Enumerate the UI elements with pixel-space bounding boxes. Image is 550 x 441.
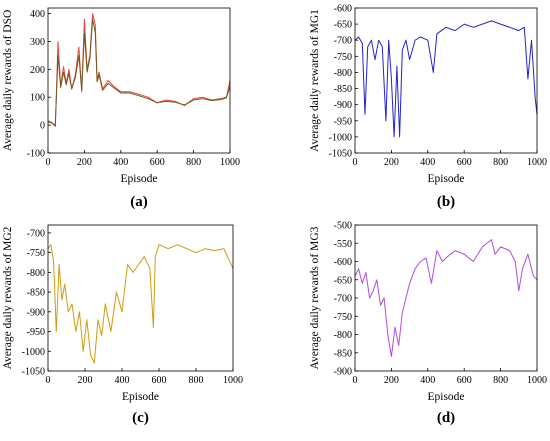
y-tick-label: 200 xyxy=(30,65,45,76)
y-tick-label: -900 xyxy=(334,367,352,378)
chart-panel-3: 0 200 400 600 800 1000 -1050 -1000 -950 -900 -850 -… xyxy=(2,224,243,426)
y-tick-label: 0 xyxy=(40,121,45,132)
series-line-1 xyxy=(47,13,231,127)
x-tick-label: 600 xyxy=(150,157,165,168)
y-tick-label: -950 xyxy=(27,327,45,338)
y-tick-label: -850 xyxy=(334,84,352,95)
y-tick-label: -850 xyxy=(334,348,352,359)
y-tick-label: -750 xyxy=(334,52,352,63)
x-tick-label: 800 xyxy=(186,157,201,168)
y-tick-label: -800 xyxy=(334,330,352,341)
x-tick-label: 400 xyxy=(420,157,435,168)
x-axis-label: Episode xyxy=(427,173,464,185)
y-tick-label: -1000 xyxy=(329,132,352,143)
panel-label: (b) xyxy=(437,194,455,210)
y-tick-label: 300 xyxy=(30,37,45,48)
x-tick-label: 800 xyxy=(493,375,508,386)
y-tick-label: -1050 xyxy=(329,149,352,160)
y-tick-label: -700 xyxy=(27,228,45,239)
x-tick-label: 400 xyxy=(113,157,128,168)
plot-frame xyxy=(354,7,538,154)
y-tick-label: -1050 xyxy=(22,367,45,378)
y-tick-label: -900 xyxy=(27,307,45,318)
series-line-1 xyxy=(47,244,234,364)
y-tick-label: -550 xyxy=(334,239,352,250)
y-tick-label: -600 xyxy=(334,257,352,268)
x-tick-label: 1000 xyxy=(220,157,240,168)
y-tick-label: -600 xyxy=(334,4,352,15)
x-axis-label: Episode xyxy=(122,391,159,403)
y-tick-label: -100 xyxy=(27,149,45,160)
series-line-1 xyxy=(354,20,538,138)
x-tick-label: 1000 xyxy=(223,375,243,386)
plot-frame xyxy=(47,224,234,372)
y-axis-label: Average daily rewards of MG3 xyxy=(309,226,321,369)
y-axis-label: Average daily rewards of DSO xyxy=(2,10,14,152)
x-tick-label: 600 xyxy=(457,375,472,386)
y-axis-label: Average daily rewards of MG1 xyxy=(309,9,321,152)
x-tick-label: 0 xyxy=(46,157,51,168)
x-tick-label: 0 xyxy=(353,375,358,386)
x-tick-label: 1000 xyxy=(527,375,547,386)
y-tick-label: 100 xyxy=(30,93,45,104)
plot-frame xyxy=(354,224,538,372)
x-tick-label: 200 xyxy=(384,375,399,386)
y-tick-label: -850 xyxy=(27,288,45,299)
x-tick-label: 200 xyxy=(78,375,93,386)
y-tick-label: -900 xyxy=(334,100,352,111)
y-tick-label: -650 xyxy=(334,275,352,286)
x-axis-label: Episode xyxy=(427,391,464,403)
chart-panel-2: 0 200 400 600 800 1000 -1050 -1000 -950 -900 -850 -… xyxy=(309,4,547,211)
y-tick-label: 400 xyxy=(30,9,45,20)
chart-panel-4: 0 200 400 600 800 1000 -900 -850 -800 -750 -700 -65… xyxy=(309,221,547,427)
x-tick-label: 800 xyxy=(189,375,204,386)
x-tick-label: 1000 xyxy=(527,157,547,168)
x-tick-label: 800 xyxy=(493,157,508,168)
x-tick-label: 400 xyxy=(115,375,130,386)
x-tick-label: 400 xyxy=(420,375,435,386)
panel-label: (a) xyxy=(130,194,148,210)
y-tick-label: -800 xyxy=(27,268,45,279)
x-tick-label: 600 xyxy=(152,375,167,386)
x-tick-label: 200 xyxy=(77,157,92,168)
y-tick-label: -750 xyxy=(27,248,45,259)
y-tick-label: -1000 xyxy=(22,347,45,358)
y-axis-label: Average daily rewards of MG2 xyxy=(2,226,14,369)
y-tick-label: -950 xyxy=(334,116,352,127)
x-tick-label: 600 xyxy=(457,157,472,168)
plot-frame xyxy=(47,7,231,154)
panel-label: (c) xyxy=(132,410,149,426)
y-tick-label: -700 xyxy=(334,294,352,305)
x-tick-label: 200 xyxy=(384,157,399,168)
y-tick-label: -650 xyxy=(334,20,352,31)
panel-label: (d) xyxy=(437,410,455,426)
y-tick-label: -750 xyxy=(334,312,352,323)
series-line-1 xyxy=(354,239,538,357)
y-tick-label: -500 xyxy=(334,221,352,232)
y-tick-label: -800 xyxy=(334,68,352,79)
x-tick-label: 0 xyxy=(353,157,358,168)
x-axis-label: Episode xyxy=(120,173,157,185)
x-tick-label: 0 xyxy=(46,375,51,386)
y-tick-label: -700 xyxy=(334,36,352,47)
chart-panel-1: 0 200 400 600 800 1000-1000100200300400Episod… xyxy=(2,7,240,210)
series-line-2 xyxy=(47,18,231,126)
